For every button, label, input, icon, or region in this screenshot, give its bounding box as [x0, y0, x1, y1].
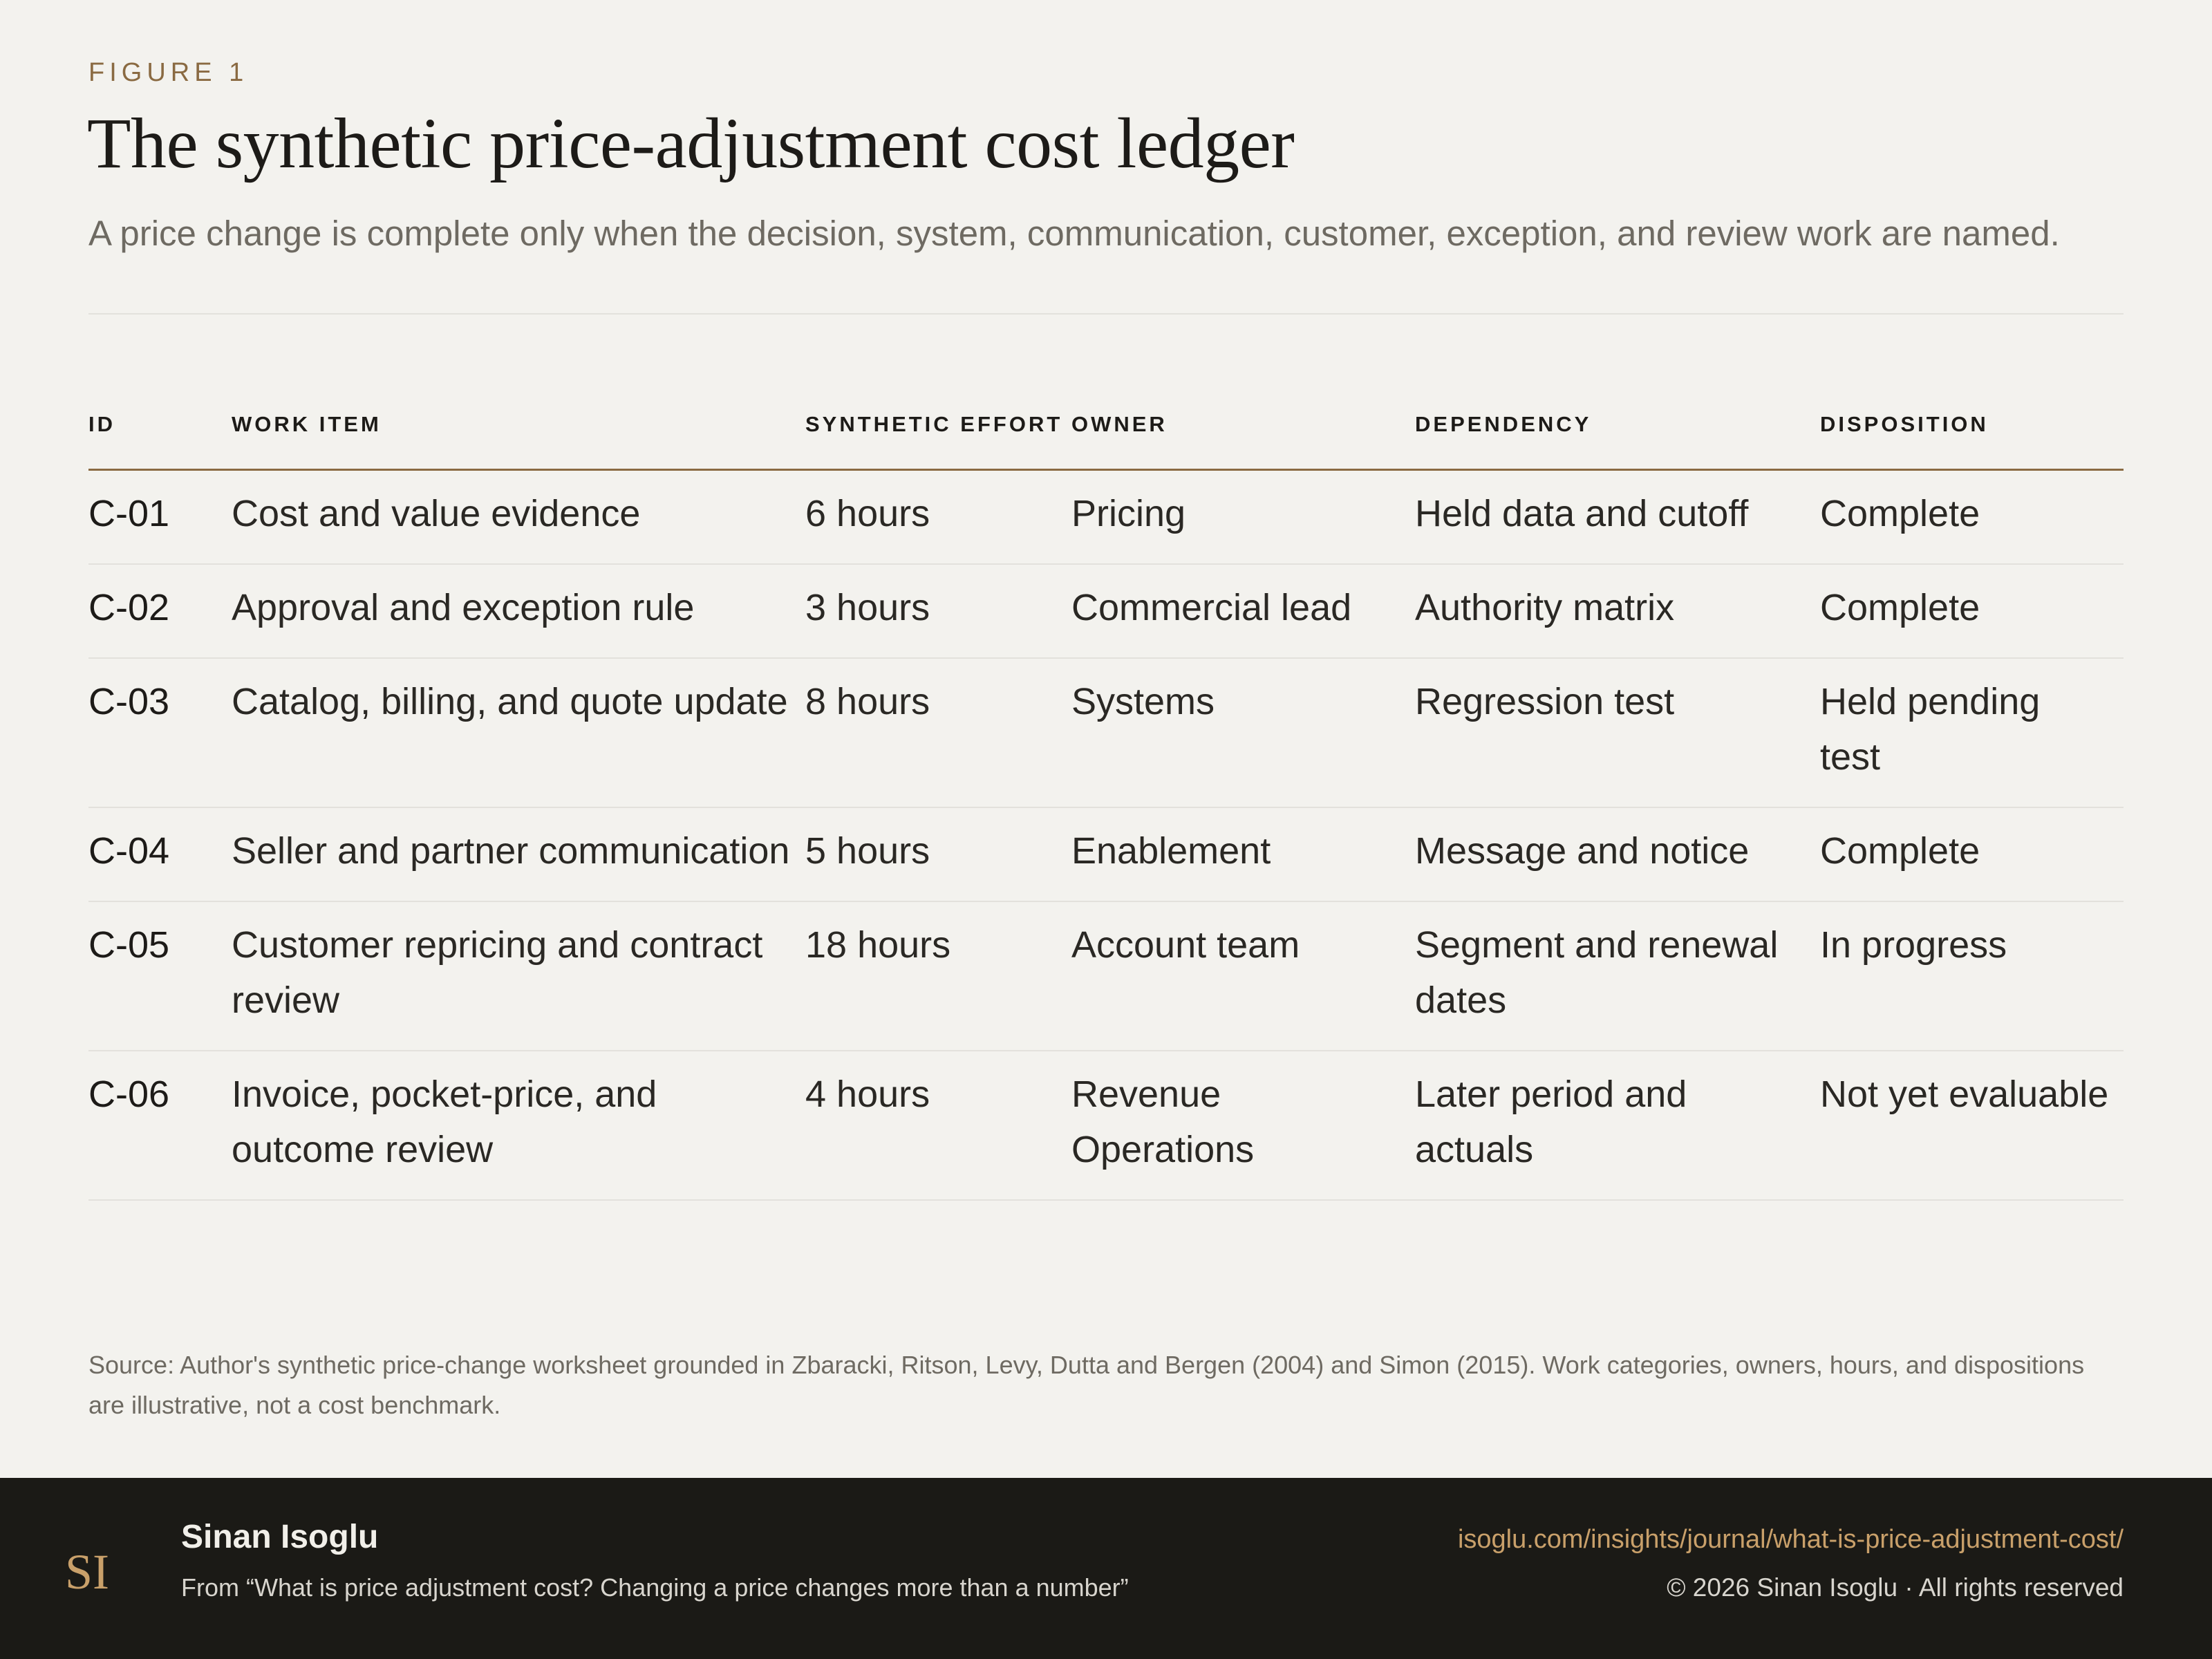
cell-work-item: Seller and partner communication [232, 807, 805, 902]
cell-disposition: Not yet evaluable [1820, 1051, 2124, 1201]
cell-id: C-03 [88, 658, 232, 808]
cell-dependency: Authority matrix [1415, 564, 1820, 659]
header-work-item: WORK ITEM [232, 394, 805, 471]
article-url-link[interactable]: isoglu.com/insights/journal/what-is-pric… [1457, 1525, 2124, 1554]
cost-ledger-table: ID WORK ITEM SYNTHETIC EFFORT OWNER DEPE… [88, 394, 2124, 1201]
cell-dependency: Segment and renewal dates [1415, 901, 1820, 1051]
cell-owner: Commercial lead [1071, 564, 1415, 659]
cell-work-item: Cost and value evidence [232, 469, 805, 565]
cell-work-item: Customer repricing and contract review [232, 901, 805, 1051]
cell-effort: 4 hours [805, 1051, 1071, 1201]
table-header-row: ID WORK ITEM SYNTHETIC EFFORT OWNER DEPE… [88, 394, 2124, 471]
header-synthetic-effort: SYNTHETIC EFFORT [805, 394, 1071, 471]
cell-owner: Pricing [1071, 469, 1415, 565]
header-divider [88, 313, 2124, 315]
svg-text:SI: SI [65, 1544, 109, 1600]
cell-id: C-06 [88, 1051, 232, 1201]
cell-disposition: In progress [1820, 901, 2124, 1051]
header-id: ID [88, 394, 232, 471]
copyright-notice: © 2026 Sinan Isoglu · All rights reserve… [1667, 1573, 2124, 1602]
cell-disposition: Held pending test [1820, 658, 2124, 808]
table-row: C-05 Customer repricing and contract rev… [88, 901, 2124, 1051]
table-row: C-02 Approval and exception rule 3 hours… [88, 564, 2124, 659]
cell-id: C-05 [88, 901, 232, 1051]
cell-work-item: Invoice, pocket-price, and outcome revie… [232, 1051, 805, 1201]
cell-effort: 18 hours [805, 901, 1071, 1051]
table-row: C-06 Invoice, pocket-price, and outcome … [88, 1051, 2124, 1201]
cell-dependency: Later period and actuals [1415, 1051, 1820, 1201]
table-row: C-01 Cost and value evidence 6 hours Pri… [88, 469, 2124, 565]
cell-effort: 5 hours [805, 807, 1071, 902]
header-dependency: DEPENDENCY [1415, 394, 1820, 471]
cell-disposition: Complete [1820, 564, 2124, 659]
table-row: C-03 Catalog, billing, and quote update … [88, 658, 2124, 808]
cell-owner: Account team [1071, 901, 1415, 1051]
figure-label: FIGURE 1 [88, 58, 249, 87]
cell-disposition: Complete [1820, 807, 2124, 902]
author-name: Sinan Isoglu [181, 1519, 379, 1555]
cell-id: C-04 [88, 807, 232, 902]
cell-owner: Systems [1071, 658, 1415, 808]
cell-dependency: Regression test [1415, 658, 1820, 808]
footer: SI Sinan Isoglu From “What is price adju… [0, 1478, 2212, 1659]
cell-owner: Enablement [1071, 807, 1415, 902]
cell-work-item: Approval and exception rule [232, 564, 805, 659]
header-owner: OWNER [1071, 394, 1415, 471]
cell-effort: 8 hours [805, 658, 1071, 808]
article-reference: From “What is price adjustment cost? Cha… [181, 1573, 1129, 1602]
cell-id: C-01 [88, 469, 232, 565]
cell-effort: 3 hours [805, 564, 1071, 659]
cell-dependency: Held data and cutoff [1415, 469, 1820, 565]
cell-effort: 6 hours [805, 469, 1071, 565]
table-row: C-04 Seller and partner communication 5 … [88, 807, 2124, 902]
cell-dependency: Message and notice [1415, 807, 1820, 902]
source-note: Source: Author's synthetic price-change … [88, 1351, 2085, 1419]
page-title: The synthetic price-adjustment cost ledg… [87, 104, 1295, 183]
cell-disposition: Complete [1820, 469, 2124, 565]
cell-work-item: Catalog, billing, and quote update [232, 658, 805, 808]
header-disposition: DISPOSITION [1820, 394, 2124, 471]
si-monogram-logo: SI [65, 1544, 109, 1600]
cell-owner: Revenue Operations [1071, 1051, 1415, 1201]
cell-id: C-02 [88, 564, 232, 659]
page-subtitle: A price change is complete only when the… [88, 214, 2060, 253]
